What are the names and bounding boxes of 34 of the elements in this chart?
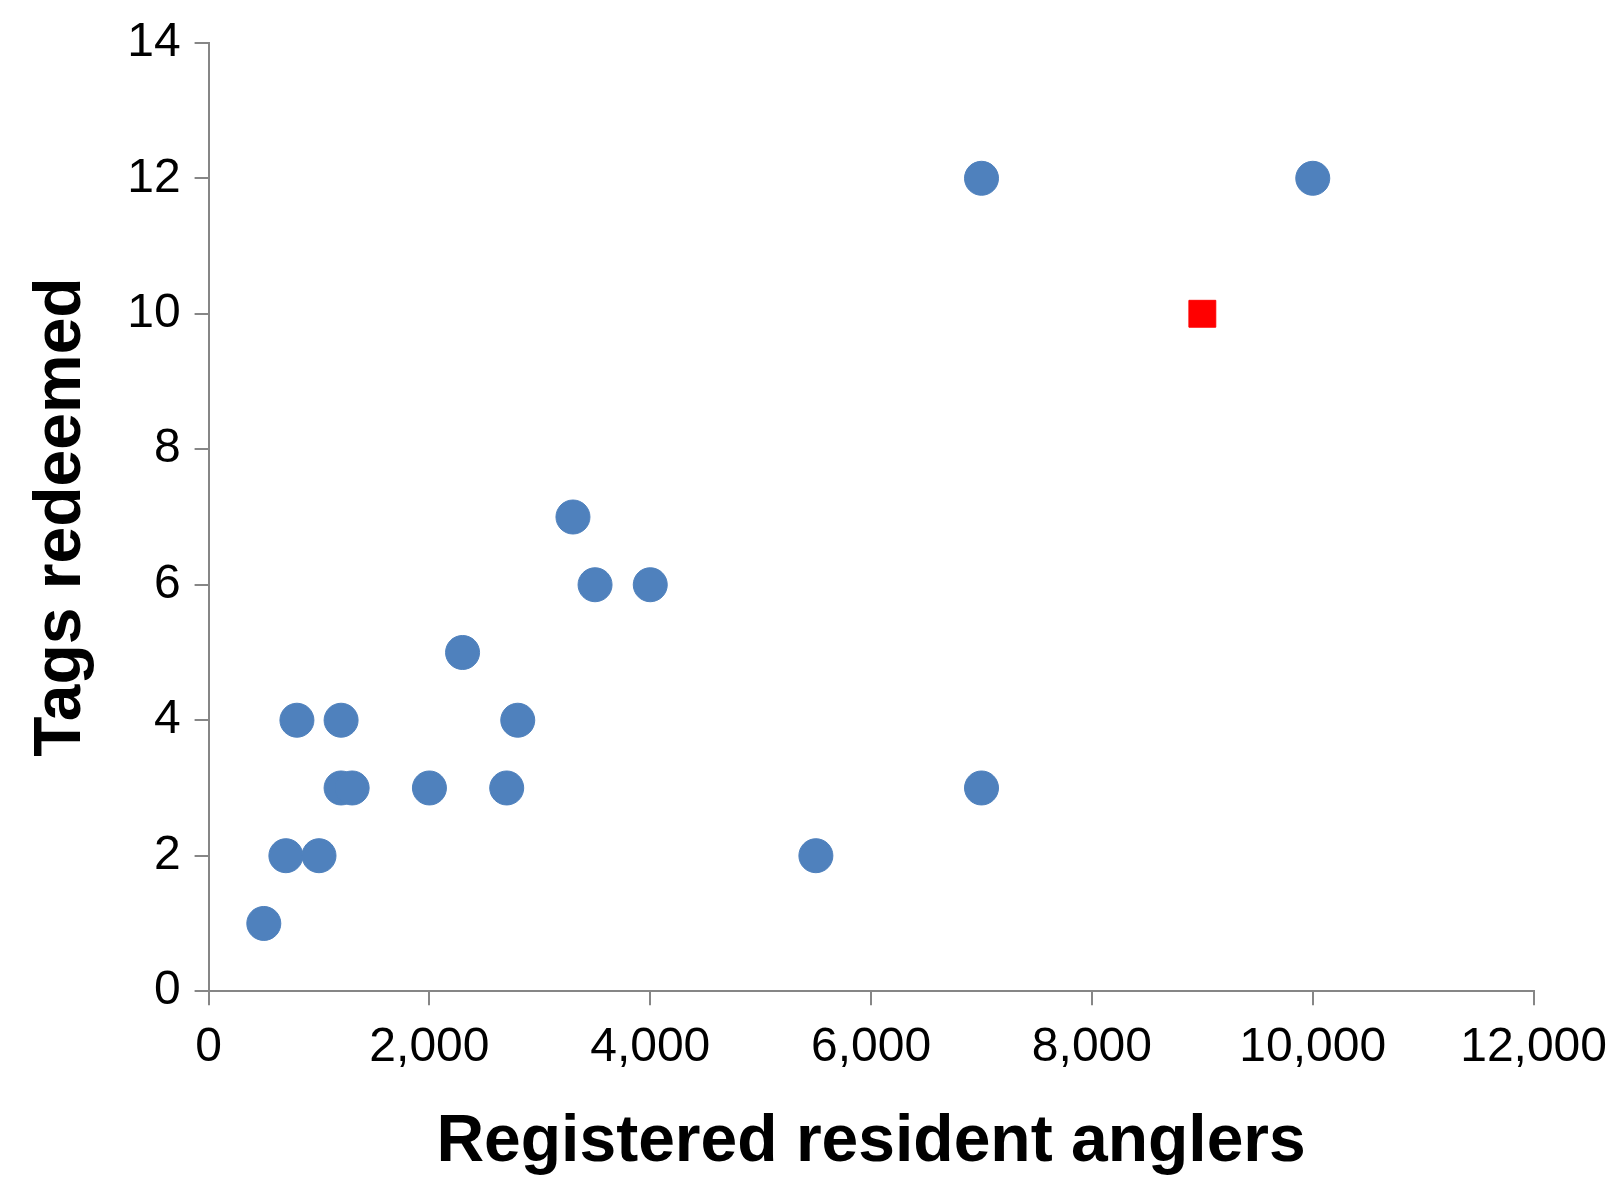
point [268,838,304,874]
point [246,905,282,941]
point [1295,160,1331,196]
point [301,838,337,874]
y-tick-label: 2 [153,825,181,879]
point [964,770,1000,806]
y-tick-label: 4 [153,690,181,744]
x-tick-label: 8,000 [1031,1018,1152,1072]
y-tick-label: 14 [127,13,181,67]
x-tick-label: 6,000 [811,1018,932,1072]
y-axis-title: Tags redeemed [19,277,94,757]
point [555,499,591,535]
point [489,770,525,806]
y-tick-label: 0 [153,961,181,1015]
x-tick-label: 12,000 [1460,1018,1607,1072]
point [964,160,1000,196]
point [798,838,834,874]
y-tick-label: 10 [127,284,181,338]
y-tick-label: 8 [153,419,181,473]
y-tick-label: 6 [153,554,181,608]
point [632,567,668,603]
x-tick-label: 2,000 [369,1018,490,1072]
point [323,702,359,738]
x-tick-label: 0 [195,1018,222,1072]
point [279,702,315,738]
point [445,634,481,670]
point [577,567,613,603]
point [1188,299,1217,328]
point [500,702,536,738]
x-tick-label: 10,000 [1239,1018,1387,1072]
point [411,770,447,806]
x-tick-label: 4,000 [590,1018,711,1072]
x-axis-title: Registered resident anglers [436,1100,1306,1175]
y-tick-label: 12 [127,148,181,202]
